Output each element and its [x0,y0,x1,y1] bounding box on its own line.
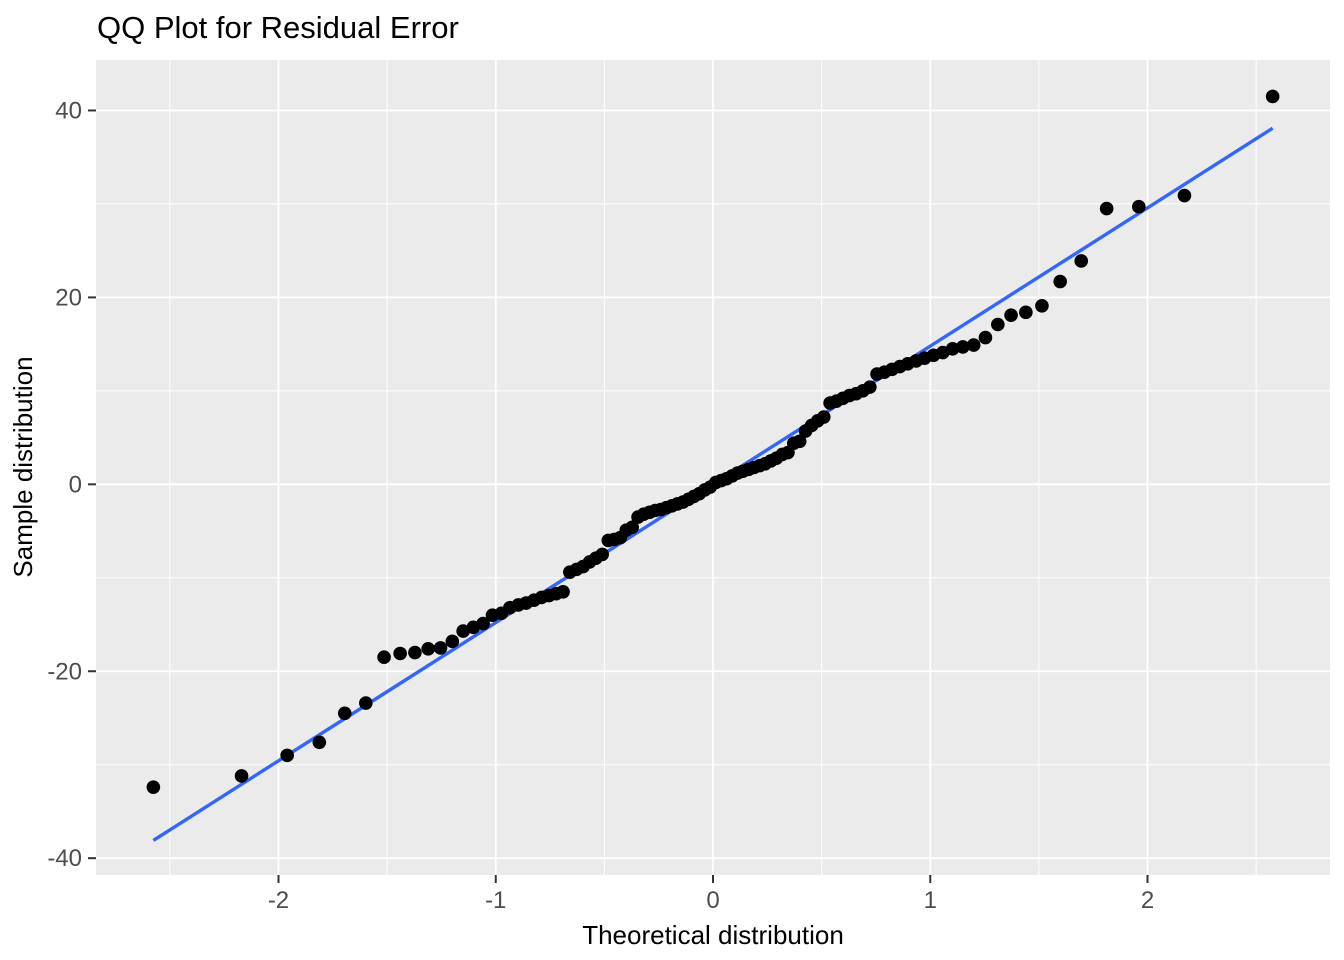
data-points [146,89,1280,794]
svg-text:0: 0 [69,471,82,498]
plot-title: QQ Plot for Residual Error [97,10,459,45]
svg-text:40: 40 [55,97,82,124]
svg-text:2: 2 [1141,887,1154,914]
y-axis-title: Sample distribution [8,356,38,577]
svg-text:-1: -1 [485,887,506,914]
x-axis-title: Theoretical distribution [582,920,844,950]
svg-text:-2: -2 [268,887,289,914]
major-gridlines [96,60,1330,875]
svg-text:-40: -40 [47,845,82,872]
axis-tick-marks [88,109,1149,883]
svg-text:1: 1 [924,887,937,914]
svg-text:0: 0 [706,887,719,914]
x-axis-tick-labels: -2 -1 0 1 2 [268,887,1154,914]
y-axis-tick-labels: -40 -20 0 20 40 [47,97,82,872]
svg-text:20: 20 [55,284,82,311]
svg-text:-20: -20 [47,658,82,685]
